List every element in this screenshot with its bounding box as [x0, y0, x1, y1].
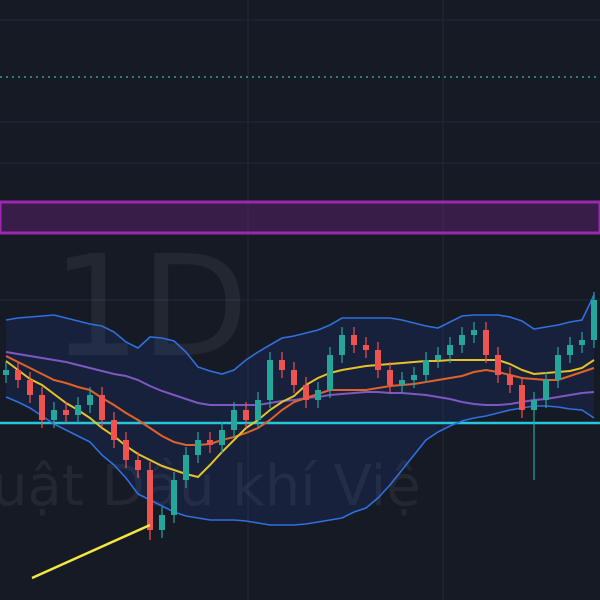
- candle-body: [15, 370, 21, 380]
- candle-body: [363, 345, 369, 350]
- candle-body: [27, 380, 33, 395]
- candle-body: [123, 440, 129, 460]
- candle-body: [543, 380, 549, 400]
- candle-body: [531, 400, 537, 410]
- candle-body: [87, 395, 93, 405]
- candle-body: [567, 345, 573, 355]
- candle-body: [243, 410, 249, 420]
- trend-line: [31, 523, 151, 580]
- candle-body: [483, 330, 489, 355]
- candle-body: [519, 385, 525, 410]
- candle-body: [231, 410, 237, 430]
- candle-body: [111, 420, 117, 440]
- candle-body: [315, 390, 321, 400]
- candle-body: [579, 340, 585, 345]
- candle-body: [63, 410, 69, 415]
- plot: [0, 76, 600, 540]
- candle-body: [219, 430, 225, 445]
- candle-body: [135, 460, 141, 470]
- candle-body: [375, 350, 381, 370]
- candle-body: [591, 300, 597, 340]
- candle-body: [351, 335, 357, 345]
- candle-body: [255, 400, 261, 420]
- candle-body: [423, 360, 429, 375]
- candle-body: [75, 405, 81, 415]
- candle-body: [159, 515, 165, 530]
- candle-body: [411, 375, 417, 380]
- candle-body: [279, 360, 285, 370]
- candle-body: [207, 440, 213, 445]
- candle-body: [495, 355, 501, 375]
- candle-body: [303, 385, 309, 400]
- candle-body: [459, 335, 465, 345]
- zone: [0, 200, 600, 235]
- watermark: 1D: [52, 226, 249, 389]
- candle-body: [339, 335, 345, 355]
- candle-body: [183, 455, 189, 480]
- candle-body: [291, 370, 297, 385]
- candle-body: [3, 370, 9, 375]
- candle-body: [51, 410, 57, 420]
- candle-body: [399, 380, 405, 385]
- candle-body: [147, 470, 153, 530]
- candle-body: [327, 355, 333, 390]
- candle-body: [267, 360, 273, 400]
- candle-body: [39, 395, 45, 420]
- indicator-line: [5, 396, 595, 526]
- candle-body: [447, 345, 453, 355]
- indicator-line: [5, 294, 595, 375]
- candle-body: [387, 370, 393, 385]
- candle-body: [555, 355, 561, 380]
- candle-body: [507, 375, 513, 385]
- candle-body: [171, 480, 177, 515]
- candle-body: [99, 395, 105, 420]
- candle-body: [435, 355, 441, 360]
- candle-body: [471, 330, 477, 335]
- candle-body: [195, 440, 201, 455]
